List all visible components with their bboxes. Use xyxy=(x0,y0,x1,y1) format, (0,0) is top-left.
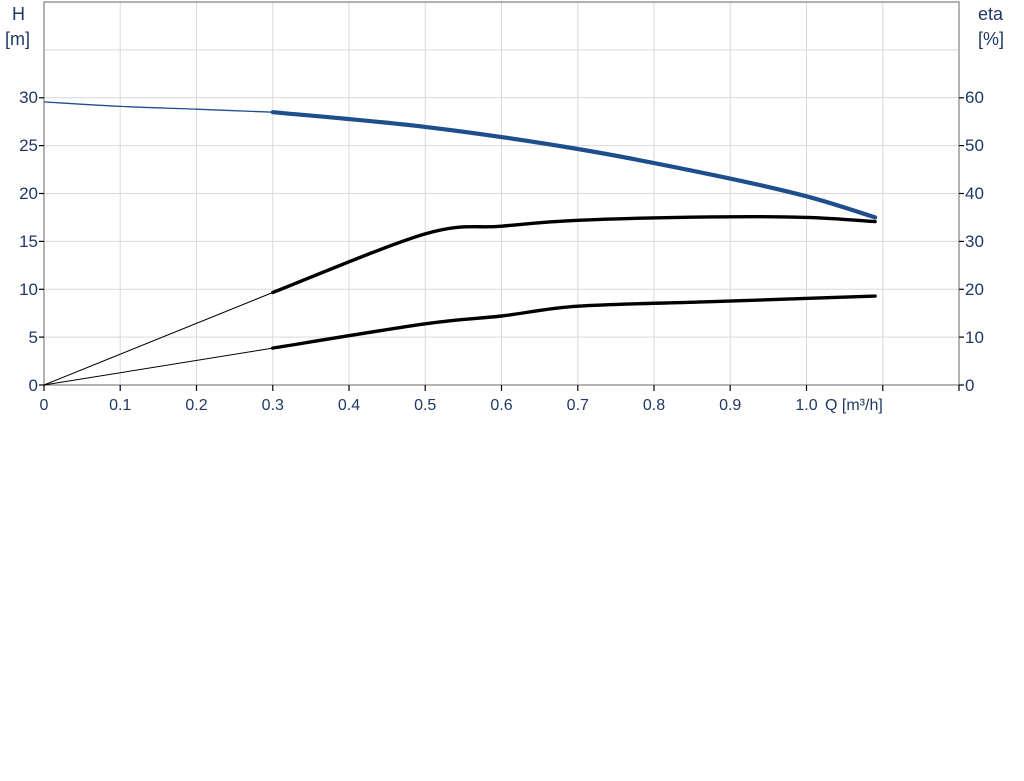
svg-text:60: 60 xyxy=(965,88,984,107)
svg-text:50: 50 xyxy=(965,136,984,155)
svg-text:5: 5 xyxy=(29,328,38,347)
svg-text:20: 20 xyxy=(965,280,984,299)
svg-text:[m]: [m] xyxy=(5,29,30,49)
svg-text:0.5: 0.5 xyxy=(414,397,436,414)
svg-text:0.2: 0.2 xyxy=(185,397,207,414)
svg-text:0.8: 0.8 xyxy=(643,397,665,414)
svg-text:15: 15 xyxy=(19,232,38,251)
svg-text:0.4: 0.4 xyxy=(338,397,360,414)
svg-text:0.6: 0.6 xyxy=(490,397,512,414)
svg-text:eta: eta xyxy=(978,4,1004,24)
svg-text:H: H xyxy=(12,4,25,24)
svg-text:0: 0 xyxy=(40,397,49,414)
svg-text:[%]: [%] xyxy=(978,29,1004,49)
svg-text:20: 20 xyxy=(19,184,38,203)
svg-text:30: 30 xyxy=(19,88,38,107)
svg-text:0.7: 0.7 xyxy=(567,397,589,414)
svg-text:0.3: 0.3 xyxy=(262,397,284,414)
svg-text:0: 0 xyxy=(29,376,38,395)
svg-text:10: 10 xyxy=(19,280,38,299)
svg-text:10: 10 xyxy=(965,328,984,347)
svg-text:Q [m³/h]: Q [m³/h] xyxy=(825,397,883,414)
svg-text:25: 25 xyxy=(19,136,38,155)
svg-text:40: 40 xyxy=(965,184,984,203)
svg-text:1.0: 1.0 xyxy=(795,397,817,414)
svg-text:30: 30 xyxy=(965,232,984,251)
svg-text:0: 0 xyxy=(965,376,974,395)
svg-text:0.1: 0.1 xyxy=(109,397,131,414)
svg-text:0.9: 0.9 xyxy=(719,397,741,414)
